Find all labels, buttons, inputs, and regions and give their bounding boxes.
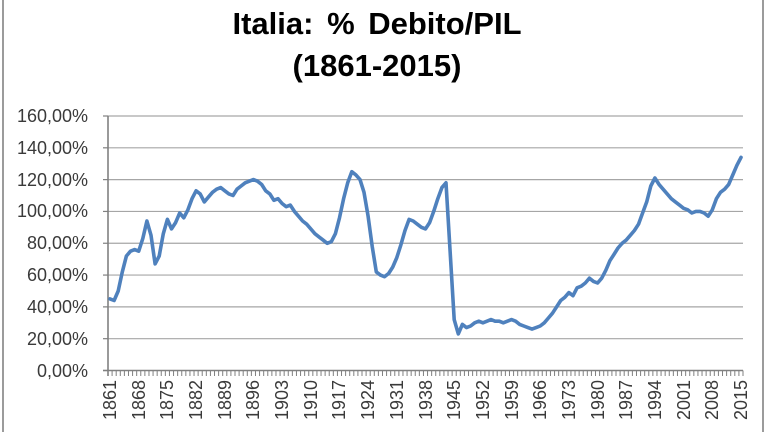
chart-title: Italia: % Debito/PIL — [232, 6, 522, 41]
x-axis-label: 1980 — [587, 380, 608, 421]
x-axis-label: 1917 — [329, 380, 350, 421]
x-axis-label: 1861 — [100, 380, 121, 421]
x-axis-label: 1868 — [128, 380, 149, 421]
x-axis-label: 1875 — [157, 380, 178, 421]
y-axis-label: 100,00% — [16, 201, 88, 222]
y-axis-label: 60,00% — [26, 265, 88, 286]
left-frame-border — [2, 0, 4, 432]
y-axis-label: 120,00% — [16, 169, 88, 190]
x-axis-label: 1973 — [558, 380, 579, 421]
x-axis-label: 1987 — [616, 380, 637, 421]
right-frame-border — [762, 0, 764, 432]
y-axis-label: 40,00% — [26, 296, 88, 317]
x-axis-label: 2015 — [730, 380, 751, 421]
x-axis-label: 2008 — [702, 380, 723, 421]
x-axis-label: 1896 — [243, 380, 264, 421]
y-axis-label: 80,00% — [26, 233, 88, 254]
y-axis-label: 140,00% — [16, 137, 88, 158]
x-axis-label: 1966 — [530, 380, 551, 421]
x-axis-label: 1931 — [386, 380, 407, 421]
x-axis-label: 2001 — [673, 380, 694, 421]
x-axis-label: 1938 — [415, 380, 436, 421]
x-axis-label: 1924 — [358, 380, 379, 421]
x-axis-label: 1952 — [472, 380, 493, 421]
x-axis-label: 1910 — [300, 380, 321, 421]
x-axis-label: 1882 — [186, 380, 207, 421]
x-axis-label: 1945 — [444, 380, 465, 421]
debt-gdp-line-series — [108, 155, 743, 336]
x-axis-label: 1903 — [272, 380, 293, 421]
x-axis-label: 1889 — [214, 380, 235, 421]
x-axis-label: 1994 — [644, 380, 665, 421]
x-axis-label: 1959 — [501, 380, 522, 421]
y-axis-label: 20,00% — [26, 328, 88, 349]
y-axis-label: 160,00% — [16, 106, 88, 126]
y-axis-label: 0,00% — [36, 360, 88, 381]
chart-subtitle: (1861-2015) — [292, 48, 462, 83]
